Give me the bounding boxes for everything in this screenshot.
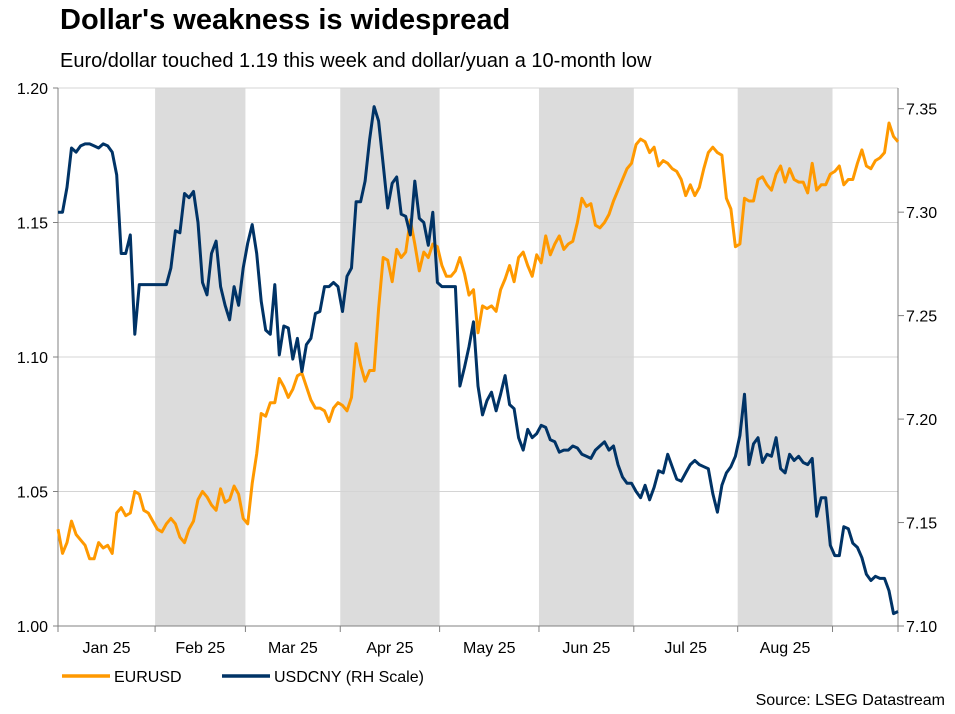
y-right-tick-label: 7.20 [906,412,937,429]
chart-subtitle: Euro/dollar touched 1.19 this week and d… [60,50,652,72]
y-left-tick-label: 1.20 [17,81,48,98]
y-right-tick-label: 7.35 [906,102,937,119]
y-right-tick-label: 7.25 [906,309,937,326]
x-tick-label: Jul 25 [664,640,707,657]
source-note: Source: LSEG Datastream [755,692,945,709]
y-right-tick-label: 7.15 [906,516,937,533]
y-right-tick-label: 7.30 [906,205,937,222]
axes: Jan 25 Feb 25 Mar 25 Apr 25 May 25 Jun 25 Jul … [17,81,937,657]
y-left-tick-label: 1.15 [17,216,48,233]
legend-label-usdcny: USDCNY (RH Scale) [274,669,424,686]
y-left-tick-label: 1.05 [17,485,48,502]
x-tick-label: Jan 25 [83,640,131,657]
x-tick-label: Feb 25 [175,640,225,657]
series-lines [56,105,900,616]
legend-label-eurusd: EURUSD [114,669,182,686]
y-left-tick-label: 1.00 [17,619,48,636]
series-line-usdcny [58,105,899,616]
x-tick-label: Apr 25 [366,640,413,657]
x-tick-label: Aug 25 [760,640,811,657]
legend: EURUSD USDCNY (RH Scale) [62,669,424,686]
series-line-eurusd [56,121,900,561]
x-tick-label: Mar 25 [268,640,318,657]
x-tick-label: May 25 [463,640,516,657]
chart-title: Dollar's weakness is widespread [60,4,511,36]
x-tick-label: Jun 25 [562,640,610,657]
y-right-tick-label: 7.10 [906,619,937,636]
y-left-tick-label: 1.10 [17,350,48,367]
